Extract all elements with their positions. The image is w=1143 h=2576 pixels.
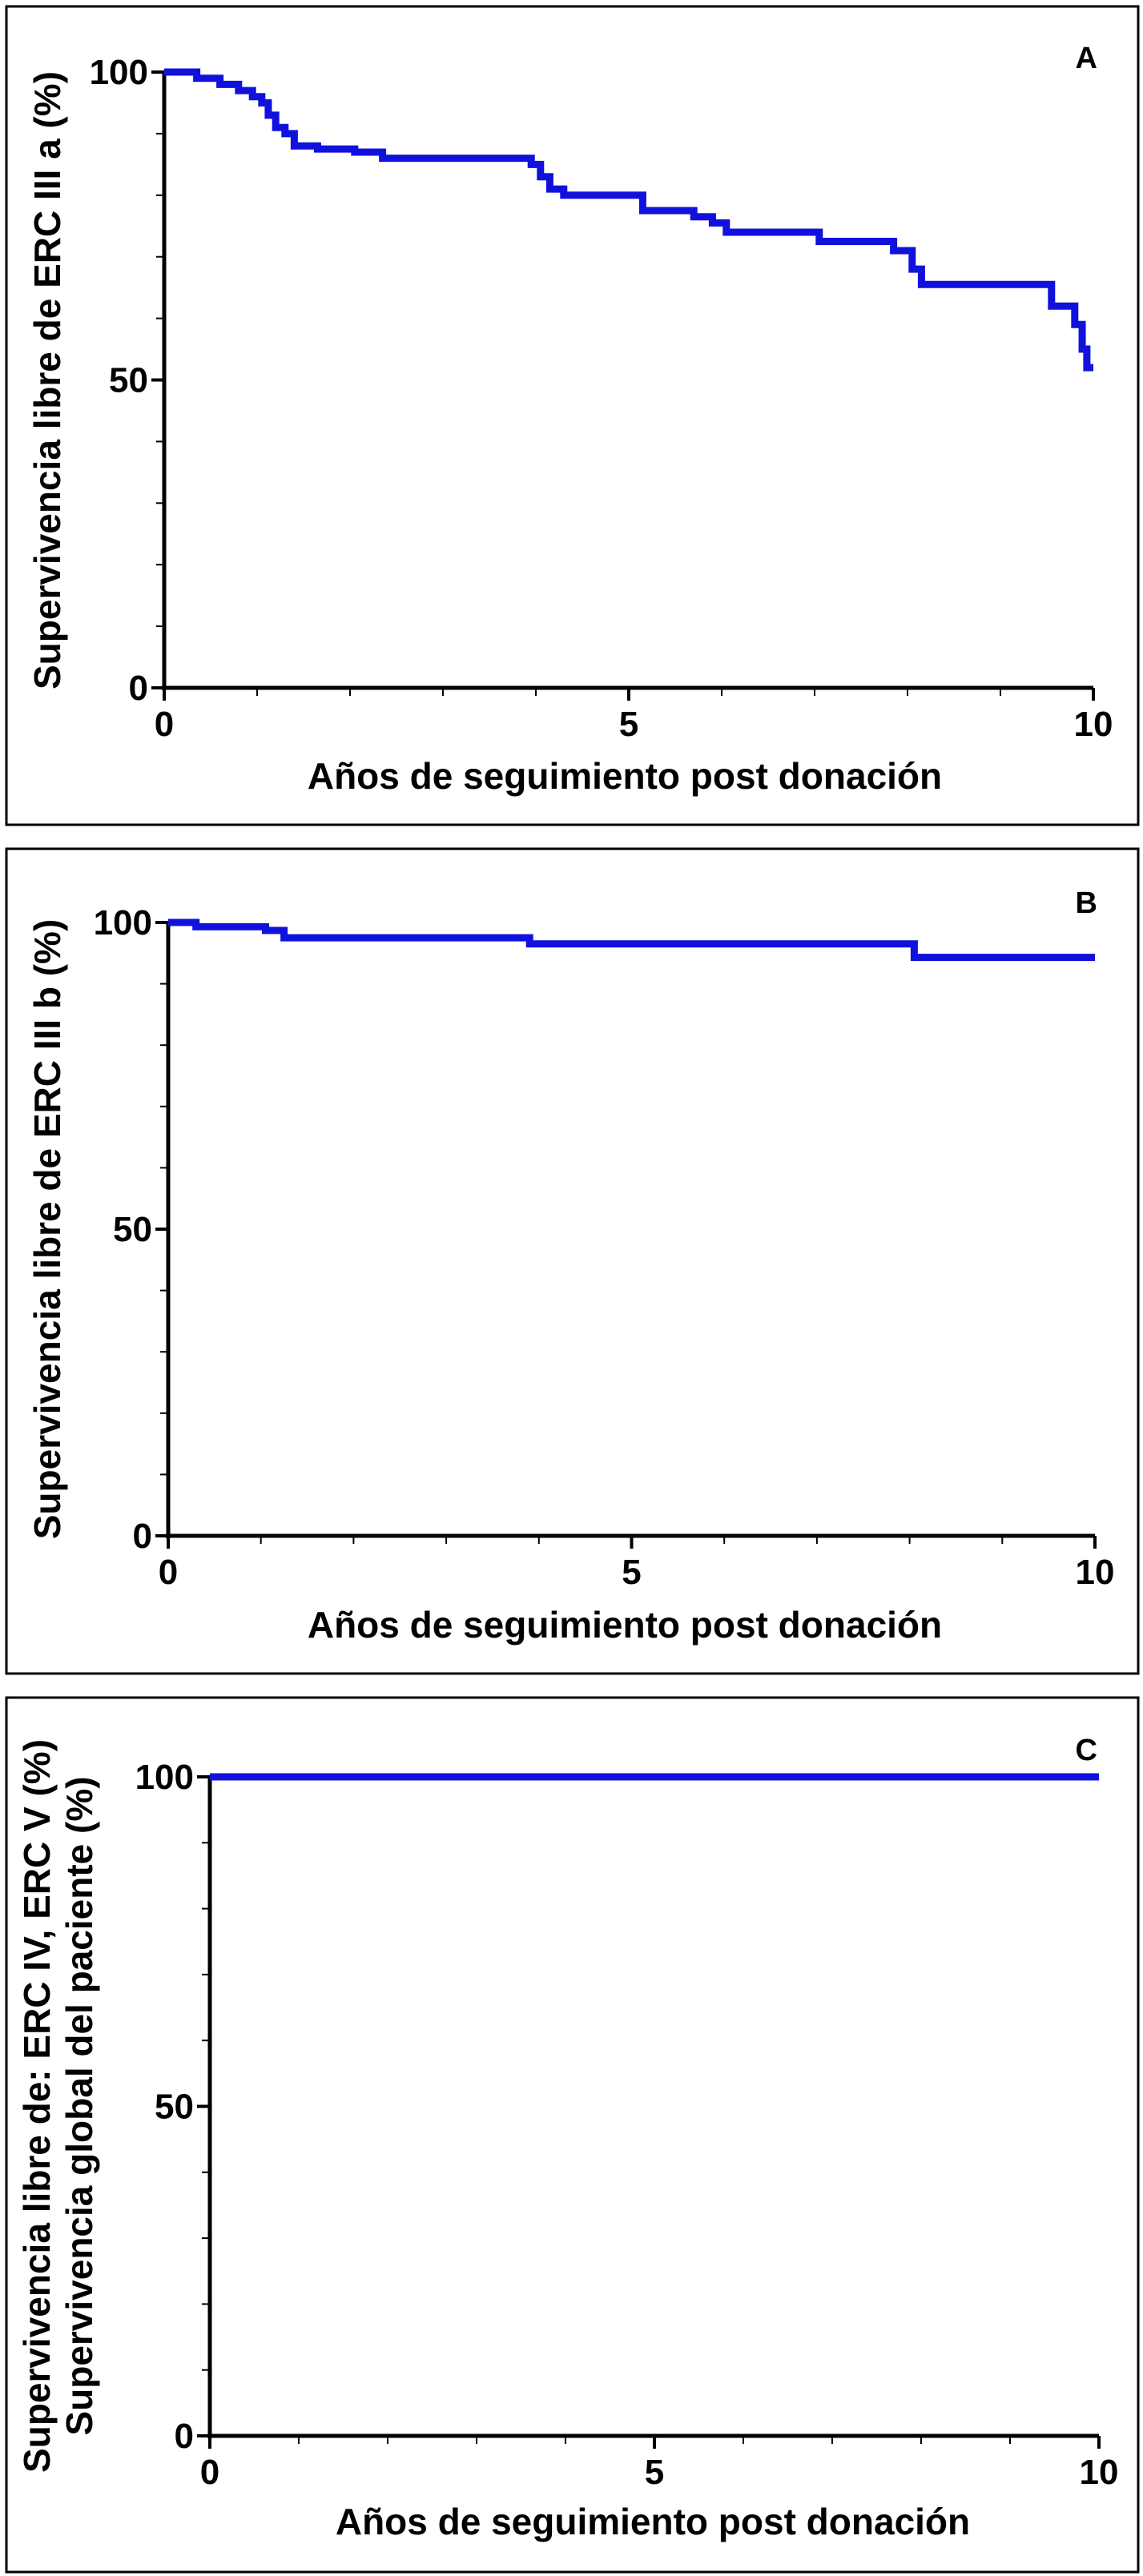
chart-panel-a: 0 50 100 0 5 10 Años de seguimiento post donac…	[5, 5, 1140, 826]
y-tick-label: 100	[90, 53, 148, 92]
y-tick-label: 0	[175, 2417, 194, 2456]
x-tick-label: 5	[622, 1553, 641, 1592]
panel-border	[5, 1696, 1140, 2574]
x-tick-label: 0	[200, 2453, 219, 2492]
y-tick-label: 0	[129, 669, 148, 708]
y-tick-label: 100	[94, 903, 152, 942]
panel-letter: B	[1076, 886, 1097, 920]
x-tick-label: 0	[159, 1553, 178, 1592]
y-axis-title: Supervivencia libre de ERC III a (%)	[26, 71, 68, 689]
panel-letter: A	[1076, 42, 1097, 75]
y-tick-label: 50	[155, 2088, 194, 2127]
x-axis-title: Años de seguimiento post donación	[308, 1604, 942, 1646]
survival-curve	[164, 68, 1093, 372]
chart-panel-b: 0 50 100 0 5 10 Años de seguimiento post donac…	[5, 847, 1140, 1675]
y-tick-label: 0	[133, 1517, 152, 1556]
y-tick-label: 50	[109, 361, 148, 400]
y-axis-title: Supervivencia global del paciente (%)	[58, 1776, 100, 2435]
y-axis-title: Supervivencia libre de ERC III b (%)	[26, 919, 68, 1540]
y-tick-label: 100	[135, 1758, 194, 1797]
panel-border	[5, 847, 1140, 1675]
x-tick-label: 0	[155, 705, 174, 744]
x-axis-title: Años de seguimiento post donación	[336, 2501, 970, 2542]
x-tick-label: 10	[1074, 705, 1113, 744]
y-axis-title: Supervivencia libre de: ERC IV, ERC V (%…	[16, 1739, 58, 2473]
y-tick-label: 50	[113, 1210, 152, 1249]
x-axis-title: Años de seguimiento post donación	[308, 755, 942, 797]
x-tick-label: 5	[619, 705, 638, 744]
x-tick-label: 5	[645, 2453, 664, 2492]
panel-letter: C	[1076, 1734, 1097, 1767]
survival-curve	[168, 918, 1095, 962]
x-tick-label: 10	[1080, 2453, 1119, 2492]
panel-border	[5, 5, 1140, 826]
chart-panel-c: 0 50 100 0 5 10 Años de seguimiento post donac…	[5, 1696, 1140, 2574]
x-tick-label: 10	[1076, 1553, 1115, 1592]
